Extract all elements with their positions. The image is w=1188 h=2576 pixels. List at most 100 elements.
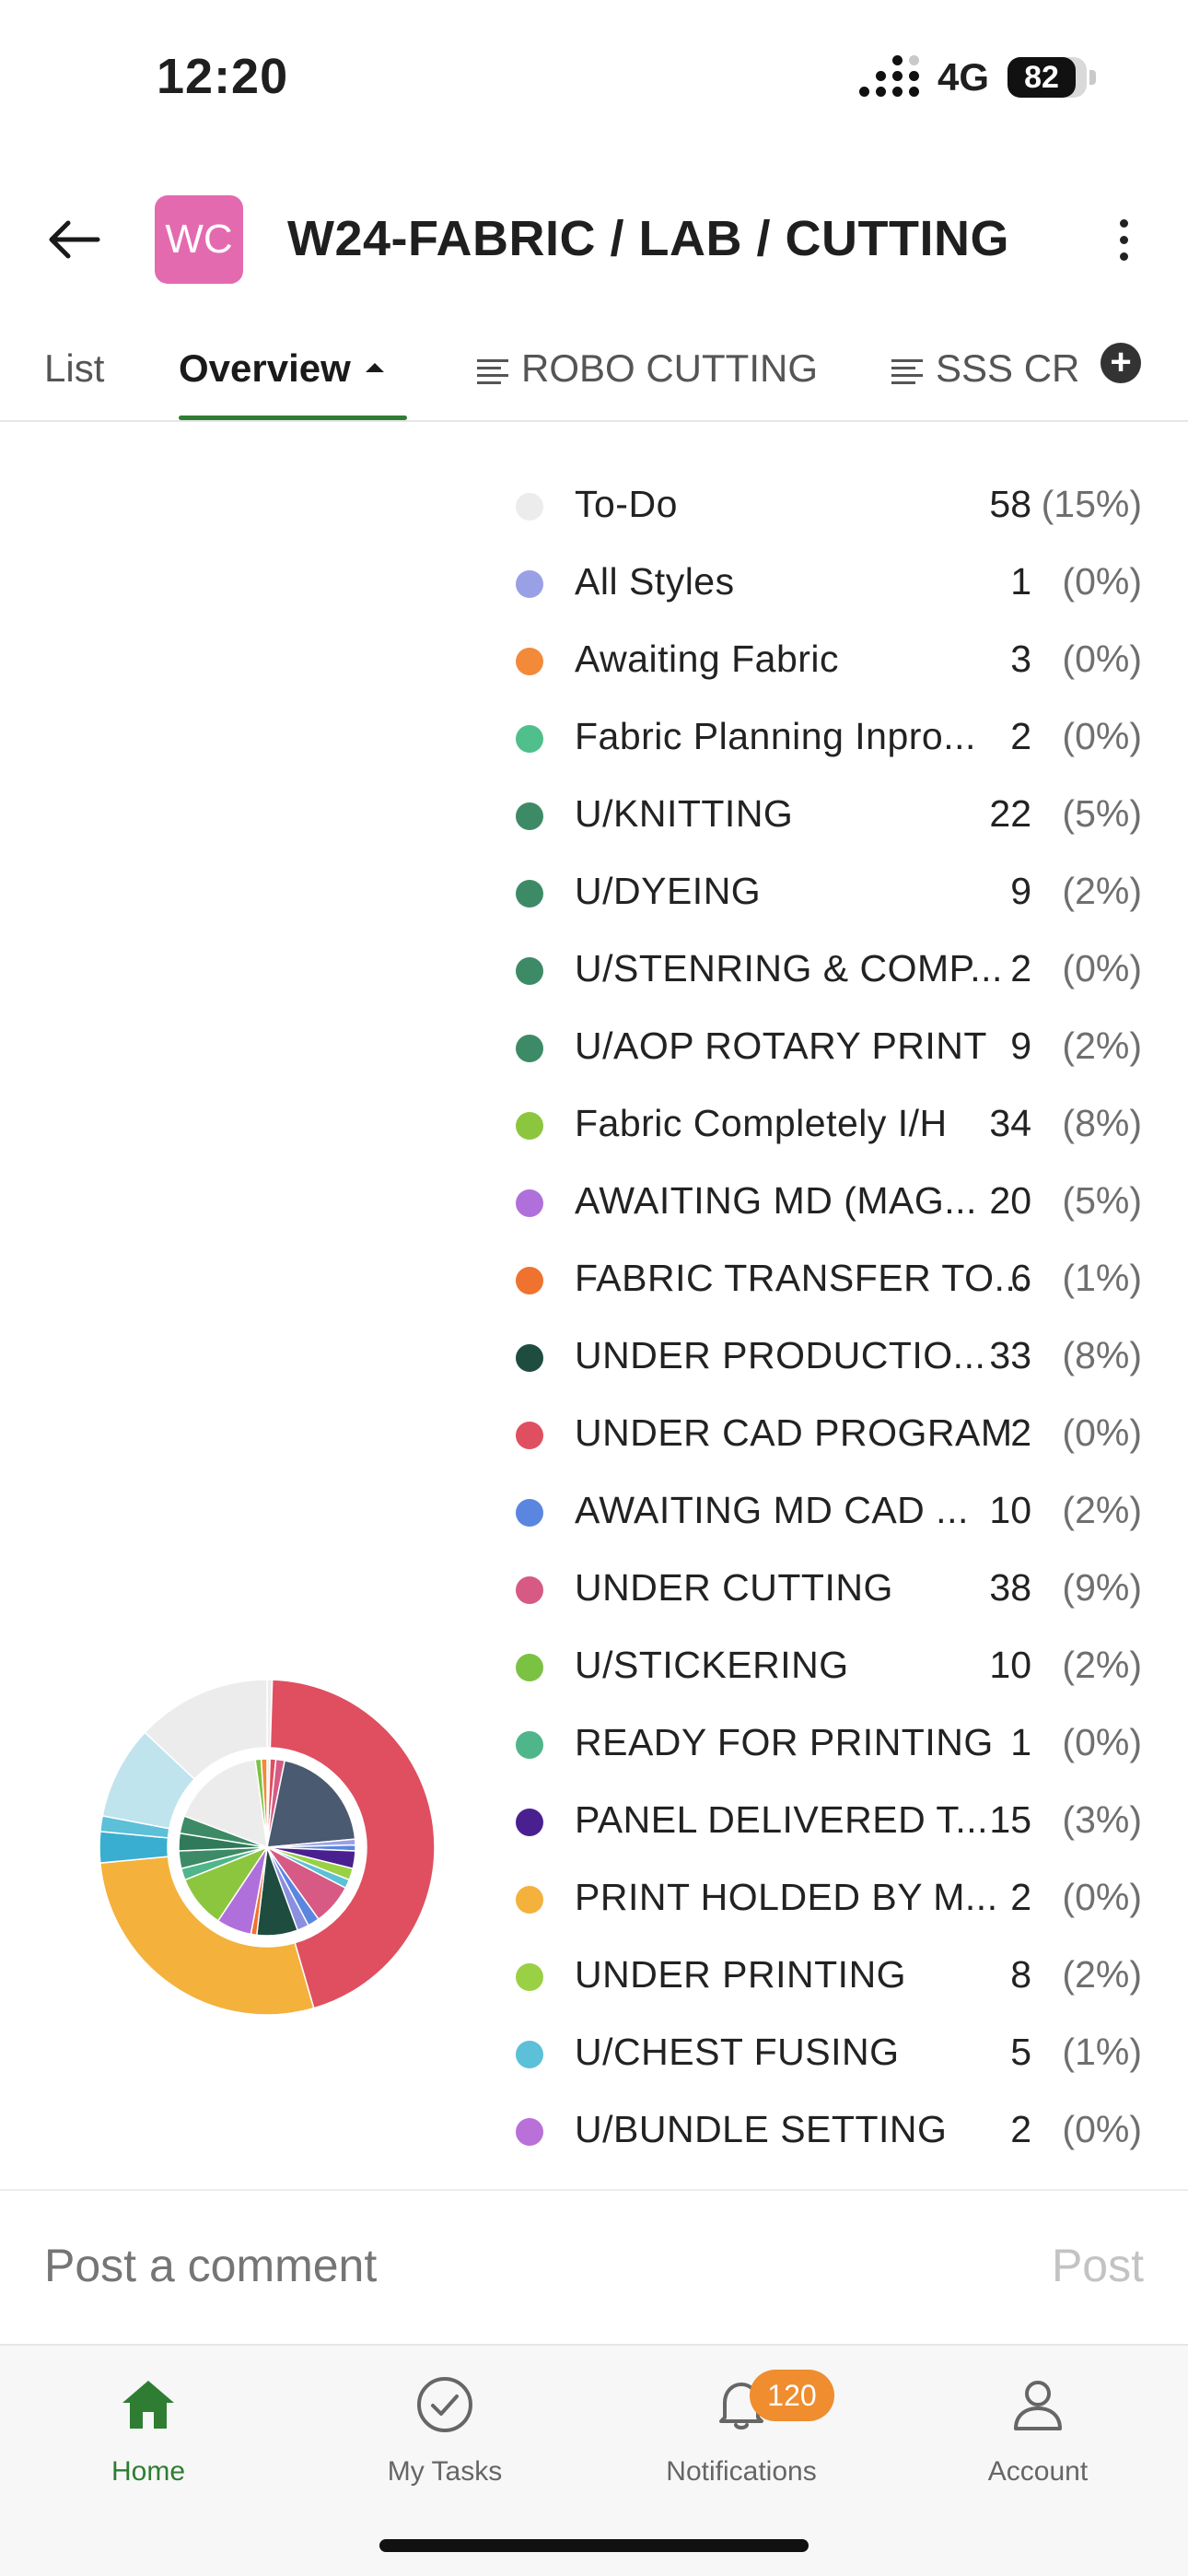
- legend-item[interactable]: To-Do 58 (15%): [516, 468, 1142, 545]
- tab-robo-cutting-label: ROBO CUTTING: [521, 346, 818, 390]
- legend-percent: (1%): [1062, 1257, 1142, 1299]
- legend-item[interactable]: Fabric Completely I/H 34 (8%): [516, 1087, 1142, 1165]
- legend-item[interactable]: AWAITING MD (MAG... 20 (5%): [516, 1165, 1142, 1242]
- legend-color-dot: [516, 880, 543, 907]
- nav-account[interactable]: Account: [890, 2368, 1186, 2488]
- legend-item[interactable]: PRINT HOLDED BY M... 2 (0%): [516, 1861, 1142, 1938]
- legend-color-dot: [516, 1963, 543, 1991]
- legend-color-dot: [516, 802, 543, 830]
- battery-icon: 82: [1007, 57, 1096, 98]
- nav-home[interactable]: Home: [0, 2368, 297, 2488]
- legend-count: 10: [989, 1489, 1031, 1531]
- overview-content: To-Do 58 (15%) All Styles 1 (0%) Awaiting Fabr…: [0, 424, 1188, 2189]
- legend-percent: (3%): [1062, 1798, 1142, 1841]
- legend-count: 2: [1010, 947, 1031, 989]
- legend-count: 33: [989, 1334, 1031, 1376]
- legend-count: 6: [1010, 1257, 1031, 1299]
- legend-color-dot: [516, 2118, 543, 2146]
- outer-ring-slice: [269, 1679, 436, 2009]
- legend-item[interactable]: PANEL DELIVERED T... 15 (3%): [516, 1784, 1142, 1861]
- legend-item[interactable]: U/STICKERING 10 (2%): [516, 1629, 1142, 1706]
- network-type: 4G: [937, 55, 989, 99]
- legend-item[interactable]: U/STENRING & COMP... 2 (0%): [516, 932, 1142, 1010]
- legend-item[interactable]: U/CHEST FUSING 5 (1%): [516, 2016, 1142, 2093]
- legend-item[interactable]: Awaiting Fabric 3 (0%): [516, 623, 1142, 700]
- legend-label: AWAITING MD (MAG...: [575, 1179, 977, 1222]
- legend-percent: (0%): [1062, 638, 1142, 680]
- tab-sss-cr-label: SSS CR: [936, 346, 1080, 390]
- nav-my-tasks-label: My Tasks: [387, 2456, 503, 2487]
- legend-percent: (0%): [1062, 1411, 1142, 1454]
- legend-count: 1: [1010, 560, 1031, 603]
- more-options-button[interactable]: [1105, 212, 1142, 267]
- legend-label: UNDER CAD PROGRAM: [575, 1411, 1013, 1454]
- legend-label: U/DYEING: [575, 870, 762, 912]
- tab-robo-cutting[interactable]: ROBO CUTTING: [477, 332, 818, 420]
- legend-item[interactable]: U/BUNDLE SETTING 2 (0%): [516, 2093, 1142, 2171]
- top-app-bar: WC W24-FABRIC / LAB / CUTTING: [0, 184, 1188, 295]
- nav-notifications[interactable]: Notifications 120: [593, 2368, 890, 2488]
- legend-item[interactable]: UNDER PRODUCTIO... 33 (8%): [516, 1319, 1142, 1397]
- legend-count: 3: [1010, 638, 1031, 680]
- legend-label: U/BUNDLE SETTING: [575, 2108, 948, 2150]
- legend-color-dot: [516, 570, 543, 598]
- legend-percent: (1%): [1062, 2031, 1142, 2073]
- back-button[interactable]: [37, 207, 111, 272]
- legend-item[interactable]: READY FOR PRINTING 1 (0%): [516, 1706, 1142, 1784]
- legend-item[interactable]: U/DYEING 9 (2%): [516, 855, 1142, 932]
- legend-count: 58: [989, 483, 1031, 525]
- legend-item[interactable]: UNDER CUTTING 38 (9%): [516, 1551, 1142, 1629]
- nav-account-label: Account: [987, 2456, 1089, 2487]
- legend-label: To-Do: [575, 483, 678, 525]
- legend-count: 9: [1010, 870, 1031, 912]
- legend-item[interactable]: U/AOP ROTARY PRINT 9 (2%): [516, 1010, 1142, 1087]
- legend-item[interactable]: All Styles 1 (0%): [516, 545, 1142, 623]
- post-button[interactable]: Post: [1051, 2240, 1144, 2291]
- legend-item[interactable]: FABRIC TRANSFER TO... 6 (1%): [516, 1242, 1142, 1319]
- legend-item[interactable]: UNDER CAD PROGRAM 2 (0%): [516, 1397, 1142, 1474]
- nav-my-tasks[interactable]: My Tasks: [297, 2368, 593, 2488]
- legend-item[interactable]: U/KNITTING 22 (5%): [516, 778, 1142, 855]
- legend-color-dot: [516, 648, 543, 675]
- tab-overview[interactable]: Overview: [179, 332, 407, 420]
- more-vertical-icon: [1119, 218, 1128, 228]
- legend-label: FABRIC TRANSFER TO...: [575, 1257, 1028, 1299]
- legend-color-dot: [516, 957, 543, 985]
- caret-up-icon: [365, 363, 384, 372]
- legend-item[interactable]: Fabric Planning Inpro... 2 (0%): [516, 700, 1142, 778]
- legend-count: 1: [1010, 1721, 1031, 1763]
- page-title: W24-FABRIC / LAB / CUTTING: [287, 211, 1009, 266]
- legend-color-dot: [516, 1654, 543, 1681]
- legend-count: 2: [1010, 1876, 1031, 1918]
- signal-icon: [858, 55, 919, 97]
- home-icon: [122, 2381, 174, 2429]
- add-view-button[interactable]: +: [1101, 343, 1141, 383]
- comment-input[interactable]: [44, 2239, 873, 2292]
- tab-list[interactable]: List: [44, 332, 104, 420]
- inner-pie-slice: [183, 1759, 268, 1849]
- legend-label: UNDER CUTTING: [575, 1566, 893, 1609]
- legend-count: 22: [989, 792, 1031, 835]
- legend-color-dot: [516, 1731, 543, 1759]
- legend-item[interactable]: UNDER PRINTING 8 (2%): [516, 1938, 1142, 2016]
- status-time: 12:20: [157, 49, 289, 104]
- tab-sss-cr[interactable]: SSS CR: [891, 332, 1079, 420]
- legend-color-dot: [516, 1809, 543, 1836]
- bottom-navigation: Home My Tasks Notifications 120: [0, 2344, 1188, 2576]
- tab-overview-label: Overview: [179, 346, 351, 390]
- legend-count: 2: [1010, 1411, 1031, 1454]
- legend-label: Awaiting Fabric: [575, 638, 840, 680]
- outer-ring-slice: [99, 1856, 315, 2016]
- legend-item[interactable]: AWAITING MD CAD ... 10 (2%): [516, 1474, 1142, 1551]
- legend-count: 38: [989, 1566, 1031, 1609]
- status-indicators: 4G 82: [858, 55, 1096, 100]
- inner-pie-slice: [260, 1758, 268, 1848]
- notification-count-badge: 120: [750, 2370, 834, 2421]
- legend-percent: (0%): [1062, 560, 1142, 603]
- legend-label: All Styles: [575, 560, 735, 603]
- legend-label: PRINT HOLDED BY M...: [575, 1876, 998, 1918]
- legend-percent: (2%): [1062, 1953, 1142, 1996]
- view-tabs: List Overview ROBO CUTTING SSS CR +: [0, 332, 1188, 422]
- comment-bar: Post: [0, 2189, 1188, 2344]
- legend-percent: (8%): [1062, 1334, 1142, 1376]
